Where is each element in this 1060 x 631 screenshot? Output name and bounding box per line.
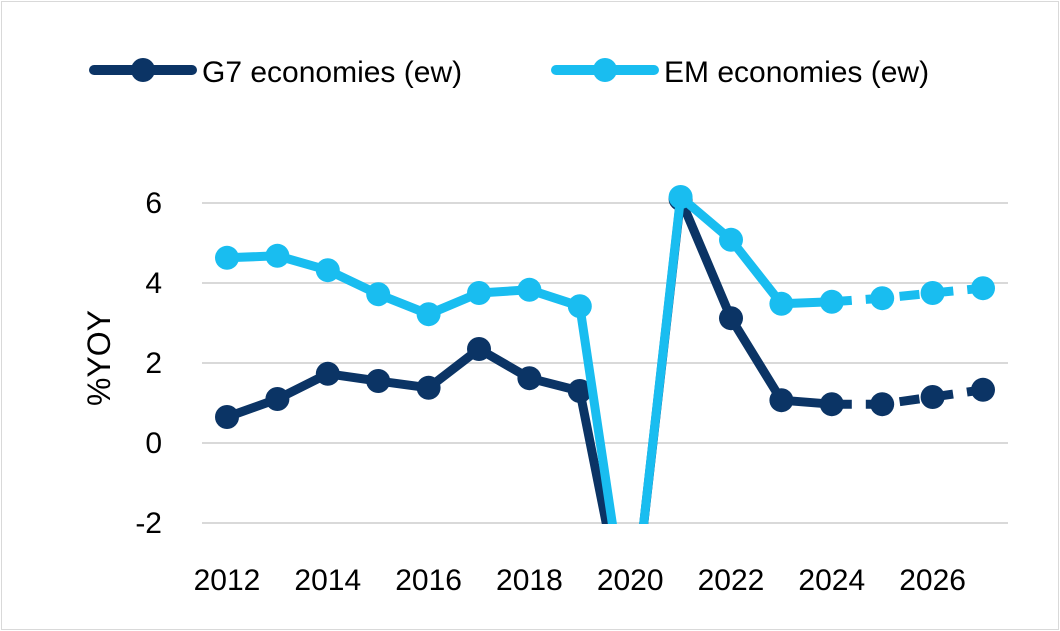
data-point — [819, 392, 844, 417]
data-point — [467, 337, 491, 361]
y-tick-label: 4 — [145, 267, 162, 300]
x-tick-label: 2022 — [698, 564, 765, 597]
data-point — [668, 185, 693, 209]
y-tick-label: 2 — [145, 347, 162, 380]
data-point — [870, 392, 895, 417]
x-tick-label: 2014 — [294, 564, 361, 597]
data-point — [416, 375, 441, 400]
x-tick-label: 2020 — [597, 564, 664, 597]
data-point — [517, 366, 542, 391]
data-point — [265, 387, 290, 411]
data-point — [719, 227, 743, 252]
data-point — [971, 377, 995, 402]
x-axis-ticks: 2012 2014 2016 2018 2020 2022 2024 2026 — [194, 564, 966, 597]
data-point — [215, 405, 239, 429]
x-tick-label: 2026 — [899, 564, 966, 597]
series-group — [215, 185, 995, 524]
data-point — [265, 243, 290, 268]
data-point — [819, 289, 844, 314]
data-point — [719, 306, 743, 331]
legend-g7-marker — [131, 58, 155, 82]
data-point — [567, 294, 592, 319]
y-axis-ticks: -2 0 2 4 6 — [135, 187, 162, 540]
data-point — [971, 276, 995, 301]
y-tick-label: -2 — [135, 507, 162, 540]
series-forecast-line-0 — [831, 385, 984, 409]
data-point — [567, 379, 592, 403]
data-point — [920, 281, 945, 305]
y-tick-label: 0 — [145, 427, 162, 460]
data-point — [870, 286, 895, 311]
legend-g7-label: G7 economies (ew) — [202, 56, 462, 89]
data-point — [315, 258, 340, 283]
legend-em-label: EM economies (ew) — [664, 56, 929, 89]
x-tick-label: 2016 — [395, 564, 462, 597]
data-point — [467, 281, 491, 305]
data-point — [769, 388, 794, 413]
x-tick-label: 2018 — [496, 564, 563, 597]
data-point — [366, 282, 391, 307]
legend: G7 economies (ew) EM economies (ew) — [89, 56, 929, 89]
series-forecast-line-1 — [831, 283, 984, 307]
data-point — [920, 385, 945, 409]
y-tick-label: 6 — [145, 187, 162, 220]
data-point — [517, 277, 542, 302]
legend-em-marker — [593, 58, 617, 82]
x-tick-label: 2012 — [194, 564, 261, 597]
data-point — [315, 361, 340, 386]
data-point — [366, 369, 391, 393]
y-axis-label: %YOY — [81, 310, 117, 406]
data-point — [416, 302, 441, 327]
data-point — [215, 245, 239, 270]
x-tick-label: 2024 — [798, 564, 865, 597]
data-point — [769, 291, 794, 316]
